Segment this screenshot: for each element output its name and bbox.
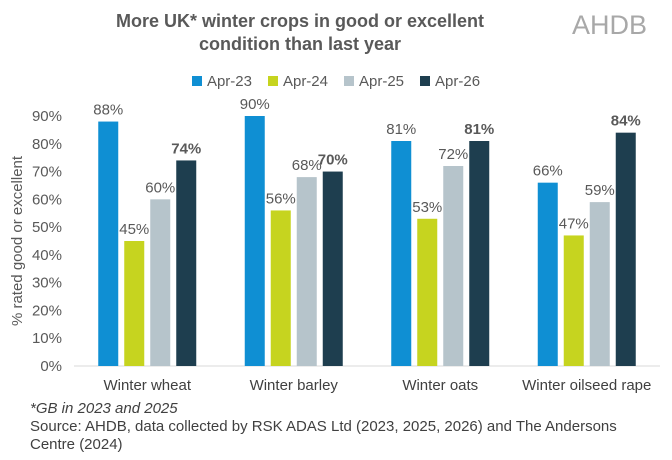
logo-text: AHDB [572,10,647,40]
legend-swatch [420,76,431,86]
data-label: 68% [292,157,322,174]
x-tick-label: Winter barley [250,377,339,394]
data-label: 72% [438,146,468,163]
bar-apr-24 [417,218,438,366]
legend-item-apr-25: Apr-25 [344,73,404,90]
y-tick-label: 80% [32,136,62,153]
bar-apr-23 [244,116,265,366]
legend-label: Apr-25 [359,72,405,90]
bar-apr-26 [322,171,343,366]
data-label: 74% [171,140,201,157]
y-tick-label: 50% [32,219,62,236]
chart-title-line-1: More UK* winter crops in good or excelle… [115,11,485,31]
legend-label: Apr-23 [206,72,252,90]
legend-item-apr-26: Apr-26 [420,73,480,90]
legend-swatch [344,76,354,86]
x-tick-label: Winter oilseed rape [522,377,651,394]
data-label: 81% [464,121,494,138]
data-label: 47% [559,215,589,232]
bar-apr-24 [270,210,291,366]
bar-apr-25 [443,166,464,366]
legend-label: Apr-26 [435,72,481,90]
legend-item-apr-23: Apr-23 [191,72,252,90]
bar-apr-25 [150,199,171,366]
legend-swatch [191,76,202,86]
legend-swatch [267,76,278,86]
data-label: 90% [240,96,270,113]
chart-title: More UK* winter crops in good or excelle… [60,10,540,56]
y-tick-label: 60% [32,191,62,208]
bar-apr-26 [176,160,197,366]
data-label: 88% [93,102,123,119]
x-tick-label: Winter wheat [103,377,191,394]
bar-apr-25 [589,202,610,366]
legend-label: Apr-24 [282,72,328,90]
bar-apr-23 [98,121,119,366]
data-label: 60% [145,179,175,196]
y-tick-label: 70% [32,164,62,181]
data-label: 45% [119,221,149,238]
y-tick-label: 90% [32,108,62,125]
data-label: 66% [533,163,563,180]
x-tick-label: Winter oats [402,377,478,394]
y-axis-title: % rated good or excellent [9,155,26,326]
data-label: 59% [585,182,615,199]
chart-legend: Apr-23 Apr-24 Apr-25 Apr-26 [0,70,672,92]
legend-item-apr-24: Apr-24 [267,72,328,90]
y-tick-label: 40% [32,247,62,264]
footnote-block: *GB in 2023 and 2025 Source: AHDB, data … [30,400,660,454]
bar-apr-24 [563,235,584,366]
bar-apr-23 [391,141,412,366]
bar-apr-25 [296,177,317,366]
data-label: 70% [318,152,348,169]
bar-apr-24 [124,241,145,366]
data-label: 56% [266,190,296,207]
y-tick-label: 0% [40,358,62,375]
chart-title-line-2: condition than last year [198,34,402,54]
source-text: Source: AHDB, data collected by RSK ADAS… [30,418,617,453]
bar-apr-26 [469,141,490,366]
y-tick-label: 30% [32,275,62,292]
y-tick-label: 10% [32,330,62,347]
data-label: 81% [386,121,416,138]
y-tick-label: 20% [32,302,62,319]
data-label: 53% [412,199,442,216]
bar-apr-23 [537,182,558,366]
footnote-text: *GB in 2023 and 2025 [30,400,178,417]
data-label: 84% [611,113,641,130]
bar-chart: % rated good or excellent 0% 10% 20% 30% 40% 5… [9,96,660,394]
bar-apr-26 [615,132,636,366]
ahdb-logo: AHDB [572,10,647,40]
